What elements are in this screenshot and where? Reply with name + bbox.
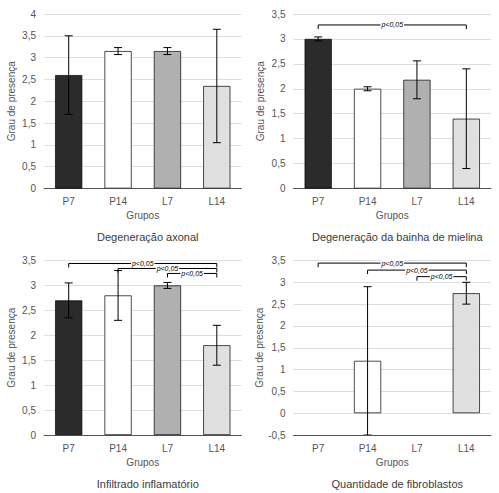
- svg-text:2: 2: [280, 320, 286, 331]
- svg-text:2,5: 2,5: [22, 74, 36, 85]
- svg-text:p<0,05: p<0,05: [380, 21, 403, 29]
- svg-text:P14: P14: [359, 196, 377, 207]
- svg-text:1,5: 1,5: [22, 118, 36, 129]
- svg-text:1: 1: [280, 364, 286, 375]
- svg-text:0,5: 0,5: [22, 405, 36, 416]
- svg-text:Grau de presença: Grau de presença: [6, 61, 17, 141]
- svg-text:L7: L7: [162, 443, 174, 454]
- svg-text:Grau de presença: Grau de presença: [255, 61, 266, 141]
- svg-text:3: 3: [30, 280, 36, 291]
- svg-text:L14: L14: [208, 196, 225, 207]
- svg-text:L14: L14: [458, 443, 475, 454]
- svg-text:Quantidade de fibroblastos: Quantidade de fibroblastos: [332, 478, 464, 490]
- svg-text:P7: P7: [312, 196, 325, 207]
- svg-text:Degeneração da bainha de mieli: Degeneração da bainha de mielina: [312, 231, 484, 243]
- svg-text:Infiltrado inflamatório: Infiltrado inflamatório: [97, 478, 199, 490]
- svg-text:2,5: 2,5: [272, 299, 286, 310]
- svg-text:0,5: 0,5: [272, 158, 286, 169]
- svg-text:Grupos: Grupos: [126, 210, 159, 221]
- svg-text:0: 0: [30, 183, 36, 194]
- svg-text:Grau de presença: Grau de presença: [6, 307, 17, 387]
- svg-text:1,5: 1,5: [272, 108, 286, 119]
- svg-text:P14: P14: [359, 443, 377, 454]
- svg-text:2: 2: [280, 83, 286, 94]
- svg-text:L7: L7: [411, 443, 423, 454]
- svg-text:2,5: 2,5: [22, 305, 36, 316]
- svg-text:1: 1: [30, 139, 36, 150]
- svg-text:p<0,05: p<0,05: [405, 267, 428, 275]
- svg-text:P7: P7: [312, 443, 325, 454]
- svg-text:3,5: 3,5: [22, 255, 36, 266]
- svg-text:1,5: 1,5: [22, 355, 36, 366]
- svg-text:Grupos: Grupos: [126, 457, 159, 468]
- svg-text:3: 3: [30, 52, 36, 63]
- svg-text:0,5: 0,5: [272, 386, 286, 397]
- svg-text:P14: P14: [109, 443, 127, 454]
- svg-text:2,5: 2,5: [272, 58, 286, 69]
- svg-text:p<0,05: p<0,05: [131, 260, 154, 268]
- svg-text:P7: P7: [63, 196, 76, 207]
- svg-text:2: 2: [30, 96, 36, 107]
- svg-text:3: 3: [280, 277, 286, 288]
- svg-text:p<0,05: p<0,05: [180, 270, 203, 278]
- svg-text:Degeneração axonal: Degeneração axonal: [97, 231, 199, 243]
- svg-text:P7: P7: [63, 443, 76, 454]
- svg-text:L7: L7: [162, 196, 174, 207]
- svg-text:1: 1: [280, 133, 286, 144]
- svg-text:0: 0: [280, 183, 286, 194]
- svg-text:0: 0: [280, 408, 286, 419]
- svg-text:2: 2: [30, 330, 36, 341]
- svg-text:4: 4: [30, 9, 36, 20]
- svg-text:Grau de presença: Grau de presença: [254, 307, 265, 387]
- svg-text:Grupos: Grupos: [376, 457, 409, 468]
- svg-text:-0,5: -0,5: [268, 430, 286, 441]
- svg-text:0: 0: [30, 430, 36, 441]
- svg-text:P14: P14: [109, 196, 127, 207]
- svg-text:p<0,05: p<0,05: [156, 265, 179, 273]
- svg-text:1,5: 1,5: [272, 342, 286, 353]
- svg-text:p<0,05: p<0,05: [430, 273, 453, 281]
- svg-text:L14: L14: [458, 196, 475, 207]
- svg-text:3,5: 3,5: [272, 9, 286, 20]
- svg-text:L7: L7: [411, 196, 423, 207]
- svg-text:L14: L14: [208, 443, 225, 454]
- svg-text:Grupos: Grupos: [376, 210, 409, 221]
- svg-text:p<0,05: p<0,05: [380, 260, 403, 268]
- svg-text:3: 3: [280, 33, 286, 44]
- svg-text:3,5: 3,5: [272, 255, 286, 266]
- svg-text:1: 1: [30, 380, 36, 391]
- svg-text:0,5: 0,5: [22, 161, 36, 172]
- svg-text:3,5: 3,5: [22, 30, 36, 41]
